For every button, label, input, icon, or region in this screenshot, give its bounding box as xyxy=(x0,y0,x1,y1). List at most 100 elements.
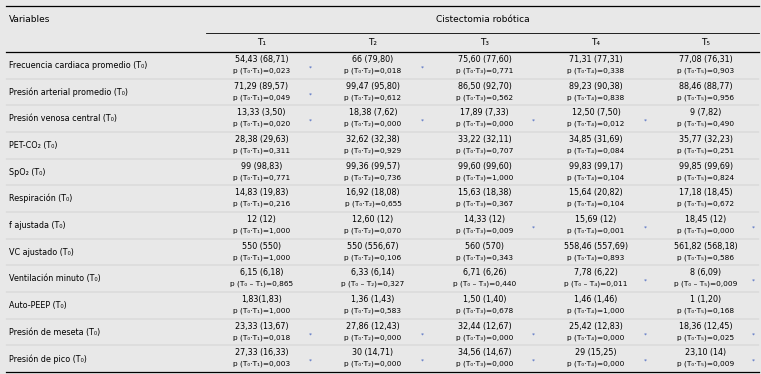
Text: p (T₀·T₄)=0,084: p (T₀·T₄)=0,084 xyxy=(568,147,625,154)
Text: p (T₀·T₃)=0,367: p (T₀·T₃)=0,367 xyxy=(456,201,513,207)
Text: p (T₀·T₃)=0,562: p (T₀·T₃)=0,562 xyxy=(456,94,513,101)
Text: *: * xyxy=(532,359,535,364)
Text: p (T₀·T₁)=1,000: p (T₀·T₁)=1,000 xyxy=(233,254,290,261)
Text: 71,31 (77,31): 71,31 (77,31) xyxy=(569,55,622,64)
Text: p (T₀·T₅)=0,956: p (T₀·T₅)=0,956 xyxy=(677,94,734,101)
Text: p (T₀·T₂)=0,655: p (T₀·T₂)=0,655 xyxy=(345,201,401,207)
Text: 15,63 (18,38): 15,63 (18,38) xyxy=(457,188,511,197)
Text: 99,47 (95,80): 99,47 (95,80) xyxy=(346,82,400,91)
Text: 25,42 (12,83): 25,42 (12,83) xyxy=(569,322,623,331)
Text: 14,83 (19,83): 14,83 (19,83) xyxy=(234,188,288,197)
Text: 71,29 (89,57): 71,29 (89,57) xyxy=(234,82,288,91)
Text: p (T₀·T₂)=0,929: p (T₀·T₂)=0,929 xyxy=(345,147,402,154)
Text: p (T₀·T₂)=0,736: p (T₀·T₂)=0,736 xyxy=(345,174,402,181)
Text: p (T₀·T₂)=0,018: p (T₀·T₂)=0,018 xyxy=(345,67,402,74)
Text: Cistectomia robótica: Cistectomia robótica xyxy=(436,15,530,24)
Text: p (T₀·T₃)=0,000: p (T₀·T₃)=0,000 xyxy=(456,361,513,367)
Text: p (T₀·T₁)=1,000: p (T₀·T₁)=1,000 xyxy=(233,227,290,234)
Text: 88,46 (88,77): 88,46 (88,77) xyxy=(679,82,732,91)
Text: p (T₀·T₃)=0,343: p (T₀·T₃)=0,343 xyxy=(456,254,513,261)
Text: *: * xyxy=(644,119,647,124)
Text: p (T₀·T₄)=0,012: p (T₀·T₄)=0,012 xyxy=(567,121,625,127)
Text: 1,46 (1,46): 1,46 (1,46) xyxy=(575,295,618,304)
Text: 33,22 (32,11): 33,22 (32,11) xyxy=(457,135,511,144)
Text: p (T₀·T₅)=0,025: p (T₀·T₅)=0,025 xyxy=(677,334,734,341)
Text: p (T₀·T₃)=0,678: p (T₀·T₃)=0,678 xyxy=(456,307,513,314)
Text: 17,89 (7,33): 17,89 (7,33) xyxy=(460,108,509,117)
Text: p (T₀·T₃)=0,707: p (T₀·T₃)=0,707 xyxy=(456,147,513,154)
Text: *: * xyxy=(421,65,424,70)
Text: p (T₀·T₅)=0,824: p (T₀·T₅)=0,824 xyxy=(677,174,734,181)
Text: 75,60 (77,60): 75,60 (77,60) xyxy=(457,55,511,64)
Text: 560 (570): 560 (570) xyxy=(465,242,504,251)
Text: 558,46 (557,69): 558,46 (557,69) xyxy=(564,242,628,251)
Text: p (T₀·T₅)=0,000: p (T₀·T₅)=0,000 xyxy=(677,227,734,234)
Text: 6,71 (6,26): 6,71 (6,26) xyxy=(463,269,506,278)
Text: p (T₀·T₅)=0,903: p (T₀·T₅)=0,903 xyxy=(677,67,734,74)
Text: Frecuencia cardiaca promedio (T₀): Frecuencia cardiaca promedio (T₀) xyxy=(9,61,148,70)
Text: 86,50 (92,70): 86,50 (92,70) xyxy=(457,82,511,91)
Text: p (T₀ – T₁)=0,865: p (T₀ – T₁)=0,865 xyxy=(230,281,293,287)
Text: p (T₀·T₂)=0,070: p (T₀·T₂)=0,070 xyxy=(345,227,402,234)
Text: p (T₀·T₁)=0,023: p (T₀·T₁)=0,023 xyxy=(233,67,290,74)
Text: Presión arterial promedio (T₀): Presión arterial promedio (T₀) xyxy=(9,87,128,97)
Text: 17,18 (18,45): 17,18 (18,45) xyxy=(679,188,732,197)
Text: 99,36 (99,57): 99,36 (99,57) xyxy=(346,162,400,171)
Text: p (T₀·T₄)=0,104: p (T₀·T₄)=0,104 xyxy=(568,174,625,181)
Text: PET-CO₂ (T₀): PET-CO₂ (T₀) xyxy=(9,141,58,150)
Text: *: * xyxy=(532,226,535,230)
Text: Ventilación minuto (T₀): Ventilación minuto (T₀) xyxy=(9,274,101,283)
Text: *: * xyxy=(644,279,647,284)
Text: Respiración (T₀): Respiración (T₀) xyxy=(9,194,72,203)
Text: *: * xyxy=(309,92,312,97)
Text: 34,85 (31,69): 34,85 (31,69) xyxy=(569,135,622,144)
Text: 550 (556,67): 550 (556,67) xyxy=(347,242,399,251)
Text: p (T₀·T₅)=0,251: p (T₀·T₅)=0,251 xyxy=(677,147,734,154)
Text: p (T₀·T₅)=0,490: p (T₀·T₅)=0,490 xyxy=(677,121,734,127)
Text: p (T₀·T₂)=0,000: p (T₀·T₂)=0,000 xyxy=(345,334,402,341)
Text: *: * xyxy=(752,332,754,337)
Text: *: * xyxy=(309,65,312,70)
Text: Presión venosa central (T₀): Presión venosa central (T₀) xyxy=(9,114,117,123)
Text: *: * xyxy=(644,226,647,230)
Text: *: * xyxy=(532,119,535,124)
Text: VC ajustado (T₀): VC ajustado (T₀) xyxy=(9,248,74,257)
Text: 16,92 (18,08): 16,92 (18,08) xyxy=(346,188,400,197)
Text: Variables: Variables xyxy=(9,15,50,24)
Text: p (T₀·T₅)=0,168: p (T₀·T₅)=0,168 xyxy=(677,307,734,314)
Text: p (T₀·T₅)=0,672: p (T₀·T₅)=0,672 xyxy=(677,201,734,207)
Text: *: * xyxy=(644,332,647,337)
Text: T₅: T₅ xyxy=(701,38,710,47)
Text: 550 (550): 550 (550) xyxy=(242,242,281,251)
Text: 99,60 (99,60): 99,60 (99,60) xyxy=(457,162,511,171)
Text: SpO₂ (T₀): SpO₂ (T₀) xyxy=(9,168,46,177)
Text: p (T₀·T₄)=0,893: p (T₀·T₄)=0,893 xyxy=(568,254,625,261)
Text: 12 (12): 12 (12) xyxy=(247,215,276,224)
Text: p (T₀·T₄)=0,104: p (T₀·T₄)=0,104 xyxy=(568,201,625,207)
Text: p (T₀·T₅)=0,009: p (T₀·T₅)=0,009 xyxy=(677,361,734,367)
Text: p (T₀·T₁)=0,311: p (T₀·T₁)=0,311 xyxy=(233,147,290,154)
Text: p (T₀·T₁)=0,018: p (T₀·T₁)=0,018 xyxy=(233,334,290,341)
Text: p (T₀·T₃)=0,000: p (T₀·T₃)=0,000 xyxy=(456,334,513,341)
Text: p (T₀·T₁)=0,049: p (T₀·T₁)=0,049 xyxy=(233,94,290,101)
Text: p (T₀·T₅)=0,586: p (T₀·T₅)=0,586 xyxy=(677,254,734,261)
Text: 30 (14,71): 30 (14,71) xyxy=(352,349,393,358)
Text: 27,86 (12,43): 27,86 (12,43) xyxy=(346,322,400,331)
Text: 66 (79,80): 66 (79,80) xyxy=(352,55,393,64)
Text: 1,83(1,83): 1,83(1,83) xyxy=(241,295,282,304)
Text: p (T₀·T₂)=0,106: p (T₀·T₂)=0,106 xyxy=(345,254,402,261)
Text: 1 (1,20): 1 (1,20) xyxy=(690,295,721,304)
Text: 7,78 (6,22): 7,78 (6,22) xyxy=(574,269,618,278)
Text: *: * xyxy=(421,332,424,337)
Text: 1,50 (1,40): 1,50 (1,40) xyxy=(463,295,506,304)
Text: 77,08 (76,31): 77,08 (76,31) xyxy=(679,55,733,64)
Text: p (T₀·T₁)=0,771: p (T₀·T₁)=0,771 xyxy=(233,174,290,181)
Text: 18,38 (7,62): 18,38 (7,62) xyxy=(349,108,397,117)
Text: *: * xyxy=(752,226,754,230)
Text: 99,85 (99,69): 99,85 (99,69) xyxy=(679,162,733,171)
Text: *: * xyxy=(752,359,754,364)
Text: *: * xyxy=(309,119,312,124)
Text: T₄: T₄ xyxy=(591,38,600,47)
Text: p (T₀ – T₄)=0,011: p (T₀ – T₄)=0,011 xyxy=(564,281,628,287)
Text: p (T₀·T₁)=0,003: p (T₀·T₁)=0,003 xyxy=(233,361,290,367)
